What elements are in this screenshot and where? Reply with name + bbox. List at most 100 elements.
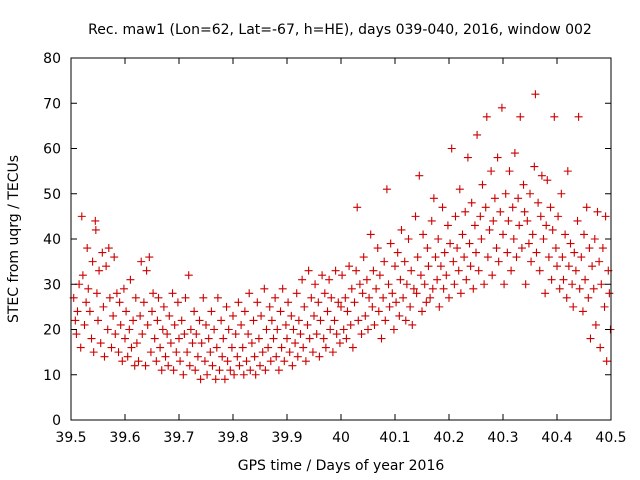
data-point: [555, 284, 564, 293]
data-point: [320, 289, 329, 298]
data-point: [141, 361, 150, 370]
data-point: [520, 207, 529, 216]
data-point: [267, 316, 276, 325]
data-point: [337, 302, 345, 311]
data-point: [347, 284, 356, 293]
data-point: [580, 230, 588, 239]
data-point: [89, 348, 98, 357]
data-point: [447, 144, 456, 153]
data-point: [509, 235, 518, 243]
data-point: [157, 366, 166, 375]
data-point: [218, 352, 227, 361]
data-point: [142, 266, 151, 275]
data-point: [490, 194, 499, 203]
data-point: [159, 302, 168, 311]
data-point: [146, 348, 155, 357]
data-point: [100, 352, 109, 361]
data-point: [419, 230, 428, 239]
data-point: [292, 289, 301, 298]
data-point: [482, 112, 491, 121]
data-point: [561, 230, 570, 239]
data-point: [582, 203, 591, 212]
y-tick-label: 0: [52, 413, 61, 429]
data-point: [488, 271, 497, 280]
data-point: [203, 370, 212, 379]
data-point: [442, 271, 451, 280]
data-point: [374, 307, 383, 316]
data-point: [125, 325, 134, 334]
data-point: [119, 284, 128, 293]
data-point: [143, 320, 152, 329]
x-tick-label: 40.1: [379, 430, 410, 446]
data-point: [213, 293, 222, 302]
data-point: [530, 162, 539, 171]
data-point: [570, 248, 579, 257]
data-point: [578, 307, 587, 316]
data-point: [589, 284, 598, 293]
data-point: [168, 289, 177, 298]
data-point: [283, 334, 291, 343]
data-point: [508, 203, 517, 212]
data-point: [543, 176, 552, 185]
data-point: [584, 293, 593, 302]
data-point: [173, 298, 182, 307]
data-point: [211, 375, 220, 384]
data-point: [418, 307, 426, 316]
data-point: [343, 307, 352, 316]
data-point: [204, 334, 213, 343]
data-point: [266, 357, 275, 366]
data-point: [473, 130, 482, 139]
data-point: [122, 307, 131, 316]
data-point: [116, 320, 125, 329]
data-point: [377, 334, 386, 343]
data-point: [244, 330, 253, 339]
data-point: [407, 266, 416, 275]
data-point: [88, 257, 97, 266]
data-point: [80, 320, 89, 329]
data-point: [575, 284, 584, 293]
data-point: [148, 307, 156, 316]
data-point: [385, 302, 394, 311]
data-point: [389, 325, 398, 334]
data-point: [107, 343, 116, 352]
data-point: [505, 167, 514, 176]
data-point: [450, 280, 459, 289]
data-point: [154, 293, 163, 302]
data-point: [512, 253, 521, 262]
data-point: [91, 225, 100, 234]
data-point: [276, 307, 285, 316]
data-point: [386, 239, 395, 248]
data-point: [321, 343, 330, 352]
data-point: [527, 257, 536, 266]
data-point: [334, 298, 343, 307]
data-point: [359, 253, 368, 262]
data-point: [316, 316, 325, 325]
data-point: [126, 275, 135, 284]
data-point: [197, 339, 206, 348]
data-point: [541, 289, 550, 298]
x-tick-label: 39.5: [55, 430, 86, 446]
data-point: [212, 343, 221, 352]
data-point: [299, 343, 308, 352]
data-point: [253, 298, 262, 307]
data-point: [550, 112, 559, 121]
y-axis-label: STEC from uqrg / TECUs: [6, 155, 22, 323]
data-point: [342, 334, 351, 343]
data-point: [573, 216, 582, 225]
data-point: [485, 225, 494, 234]
data-point: [315, 352, 324, 361]
data-point: [99, 302, 108, 311]
data-point: [123, 352, 132, 361]
data-point: [528, 230, 537, 239]
data-point: [220, 375, 229, 384]
data-point: [591, 320, 600, 329]
data-point: [369, 266, 378, 275]
x-tick-label: 40.4: [541, 430, 572, 446]
data-point: [227, 343, 236, 352]
data-point: [489, 216, 498, 225]
data-point: [396, 275, 405, 284]
data-point: [308, 348, 317, 357]
x-tick-label: 40: [332, 430, 350, 446]
data-point: [382, 185, 391, 194]
data-point: [445, 293, 453, 302]
